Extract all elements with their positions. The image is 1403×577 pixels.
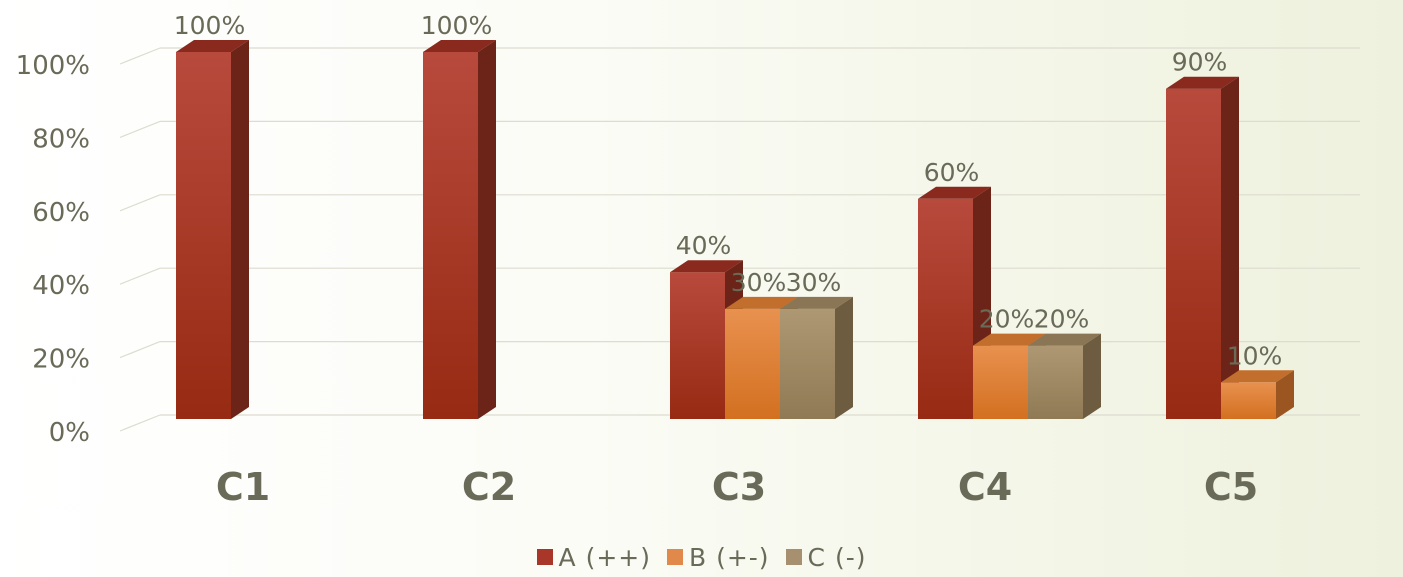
data-label: 20% [1034,305,1090,334]
bar [1166,76,1239,419]
bar-front [918,198,973,419]
legend-label-a: A (++) [558,542,651,572]
y-tick-label: 20% [32,345,90,375]
bar-top [725,296,798,309]
category-label: C4 [958,465,1012,509]
bar-front [176,52,231,419]
bar-side [478,40,496,419]
data-label: 40% [676,231,732,260]
data-label: 60% [924,158,980,187]
data-label: 100% [174,11,245,40]
bar-front [725,308,780,419]
data-label: 10% [1227,341,1283,370]
bar-front [1166,88,1221,419]
category-label: C2 [462,465,516,509]
data-label: 20% [979,305,1035,334]
y-tick-label: 100% [16,51,90,81]
y-axis-ticks: 0% 20% 40% 60% 80% 100% [16,51,90,448]
bar-top [423,40,496,52]
bar-side [1276,370,1294,419]
bar-top [670,260,743,273]
legend-item-c: C (-) [785,542,867,572]
bars [176,40,1294,419]
y-tick-label: 40% [32,271,90,301]
bar-side [1083,333,1101,419]
bar-top [176,40,249,52]
bar-top [780,296,853,309]
bar [423,40,496,419]
grid-line-depth [119,341,161,359]
bar-top [1028,333,1101,346]
bar [1028,333,1101,419]
bar-side [1221,76,1239,419]
bar-top [918,186,991,199]
bar-top [973,333,1046,346]
grid-line-depth [119,194,161,212]
data-label: 30% [786,268,842,297]
category-label: C5 [1204,465,1258,509]
legend-item-a: A (++) [536,542,651,572]
legend-swatch-b [666,549,683,565]
y-tick-label: 60% [32,198,90,228]
y-tick-label: 0% [49,418,90,448]
bar-front [670,272,725,419]
grid-line-depth [119,47,161,65]
legend-swatch-c [785,549,802,565]
bar-side [231,40,249,419]
bar-top [1221,370,1294,383]
data-label: 30% [731,268,787,297]
bar [1221,370,1294,419]
legend-label-b: B (+-) [688,542,770,572]
category-label: C1 [216,465,270,509]
grid-line-depth [119,414,161,432]
bar-top [1166,76,1239,89]
bar-side [835,296,853,419]
gridlines [119,47,1360,432]
data-labels: 100% 100% 40% 30% 30% 60% 20% 20% 90% 10% [174,11,1283,370]
bar-front [1028,345,1083,419]
y-tick-label: 80% [32,124,90,154]
legend-item-b: B (+-) [666,542,770,572]
bar [918,186,991,419]
bar-front [780,308,835,419]
grid-line-depth [119,267,161,285]
bar-front [973,345,1028,419]
data-label: 90% [1172,48,1228,77]
bar [176,40,249,419]
bar [780,296,853,419]
grid-line-depth [119,120,161,138]
legend: A (++) B (+-) C (-) [0,540,1403,574]
x-axis-categories: C1 C2 C3 C4 C5 [216,465,1258,509]
legend-label-c: C (-) [807,542,867,572]
legend-swatch-a [536,549,553,565]
data-label: 100% [421,11,492,40]
category-label: C3 [712,465,766,509]
bar-front [423,52,478,419]
bar-front [1221,382,1276,419]
